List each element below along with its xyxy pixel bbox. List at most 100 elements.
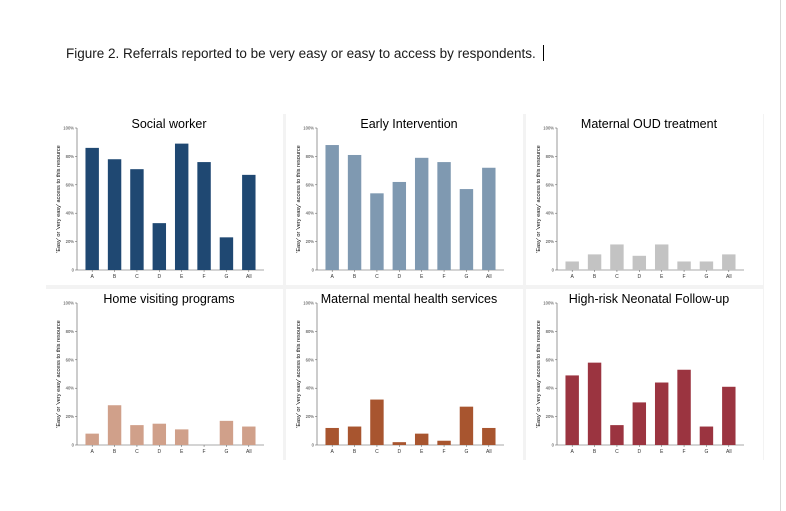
y-tick-label: 80%: [306, 329, 315, 334]
bar-D: [392, 181, 407, 270]
bar-G: [699, 426, 714, 445]
bar-E: [174, 429, 189, 445]
x-tick-label: C: [375, 274, 379, 280]
chart-panel-5: Maternal mental health services 'Easy' or…: [286, 289, 523, 460]
bar-All: [722, 254, 736, 270]
bar-F: [437, 440, 451, 445]
bar-G: [459, 406, 474, 445]
y-tick-label: 100%: [543, 126, 554, 131]
x-tick-label: C: [135, 449, 139, 455]
x-tick-label: E: [660, 274, 664, 280]
y-tick-label: 40%: [546, 211, 555, 216]
y-axis-label: 'Easy' or 'very easy' access to this res…: [296, 145, 302, 253]
chart-title: Maternal mental health services: [321, 292, 497, 306]
x-tick-label: D: [398, 449, 402, 455]
y-tick-label: 100%: [63, 301, 74, 306]
chart-title: Home visiting programs: [103, 292, 234, 306]
y-tick-label: 0: [312, 443, 315, 448]
bar-E: [654, 382, 669, 445]
x-tick-label: F: [203, 449, 206, 455]
bar-F: [437, 162, 451, 270]
chart-panel-3: Maternal OUD treatment 'Easy' or 'very ea…: [526, 114, 763, 285]
y-tick-label: 0: [552, 268, 555, 273]
x-tick-label: A: [331, 449, 335, 455]
bar-C: [370, 193, 384, 270]
y-axis-label: 'Easy' or 'very easy' access to this res…: [296, 320, 302, 428]
y-tick-label: 0: [312, 268, 315, 273]
chart-panel-1: Social worker 'Easy' or 'very easy' acces…: [46, 114, 283, 285]
bar-C: [370, 399, 384, 445]
y-tick-label: 20%: [546, 414, 555, 419]
x-tick-label: F: [203, 274, 206, 280]
chart-panel-6: High-risk Neonatal Follow-up 'Easy' or 'v…: [526, 289, 763, 460]
x-tick-label: E: [660, 449, 664, 455]
bar-D: [632, 402, 647, 445]
x-tick-label: C: [135, 274, 139, 280]
x-tick-label: A: [571, 449, 575, 455]
x-tick-label: D: [398, 274, 402, 280]
text-cursor: [542, 45, 544, 61]
bar-All: [242, 174, 256, 270]
bar-A: [565, 375, 579, 445]
x-tick-label: A: [331, 274, 335, 280]
y-tick-label: 80%: [306, 154, 315, 159]
bar-All: [482, 167, 496, 270]
y-tick-label: 20%: [66, 239, 75, 244]
bar-C: [610, 244, 624, 270]
x-tick-label: A: [91, 274, 95, 280]
bar-chart: High-risk Neonatal Follow-up 'Easy' or 'v…: [536, 292, 744, 455]
bar-E: [174, 143, 189, 270]
bar-G: [699, 261, 714, 270]
y-tick-label: 40%: [306, 211, 315, 216]
y-tick-label: 0: [72, 268, 75, 273]
y-tick-label: 60%: [66, 182, 75, 187]
bar-G: [219, 420, 234, 445]
x-tick-label: B: [353, 274, 357, 280]
bar-B: [587, 254, 602, 270]
chart-panel-4: Home visiting programs 'Easy' or 'very ea…: [46, 289, 283, 460]
x-tick-label: C: [615, 274, 619, 280]
bar-G: [219, 237, 234, 270]
x-tick-label: A: [91, 449, 95, 455]
chart-title: Early Intervention: [360, 117, 457, 131]
y-tick-label: 80%: [66, 329, 75, 334]
x-tick-label: D: [158, 449, 162, 455]
caption-text: Figure 2. Referrals reported to be very …: [66, 46, 536, 61]
chart-panel-2: Early Intervention 'Easy' or 'very easy' …: [286, 114, 523, 285]
bar-E: [654, 244, 669, 270]
bar-B: [347, 426, 362, 445]
x-tick-label: D: [638, 449, 642, 455]
y-tick-label: 0: [72, 443, 75, 448]
figure-caption[interactable]: Figure 2. Referrals reported to be very …: [66, 45, 544, 61]
y-tick-label: 40%: [66, 211, 75, 216]
y-tick-label: 100%: [303, 301, 314, 306]
x-tick-label: All: [726, 449, 732, 455]
bar-chart: Social worker 'Easy' or 'very easy' acces…: [56, 117, 264, 280]
y-axis-label: 'Easy' or 'very easy' access to this res…: [56, 145, 62, 253]
y-tick-label: 60%: [546, 182, 555, 187]
y-tick-label: 20%: [306, 239, 315, 244]
bar-C: [130, 425, 144, 445]
x-tick-label: F: [443, 449, 446, 455]
bar-D: [152, 223, 167, 270]
x-tick-label: E: [420, 449, 424, 455]
x-tick-label: G: [704, 449, 708, 455]
x-tick-label: B: [113, 274, 117, 280]
bar-F: [197, 162, 211, 270]
x-tick-label: E: [420, 274, 424, 280]
bar-B: [107, 159, 122, 270]
bar-D: [392, 442, 407, 445]
bar-D: [152, 423, 167, 445]
chart-title: High-risk Neonatal Follow-up: [569, 292, 730, 306]
bar-F: [677, 369, 691, 445]
bar-D: [632, 255, 647, 270]
bar-All: [722, 386, 736, 445]
y-tick-label: 100%: [303, 126, 314, 131]
y-tick-label: 20%: [306, 414, 315, 419]
x-tick-label: G: [224, 449, 228, 455]
y-tick-label: 80%: [546, 154, 555, 159]
y-tick-label: 100%: [543, 301, 554, 306]
x-tick-label: G: [464, 449, 468, 455]
x-tick-label: G: [224, 274, 228, 280]
bar-G: [459, 189, 474, 270]
